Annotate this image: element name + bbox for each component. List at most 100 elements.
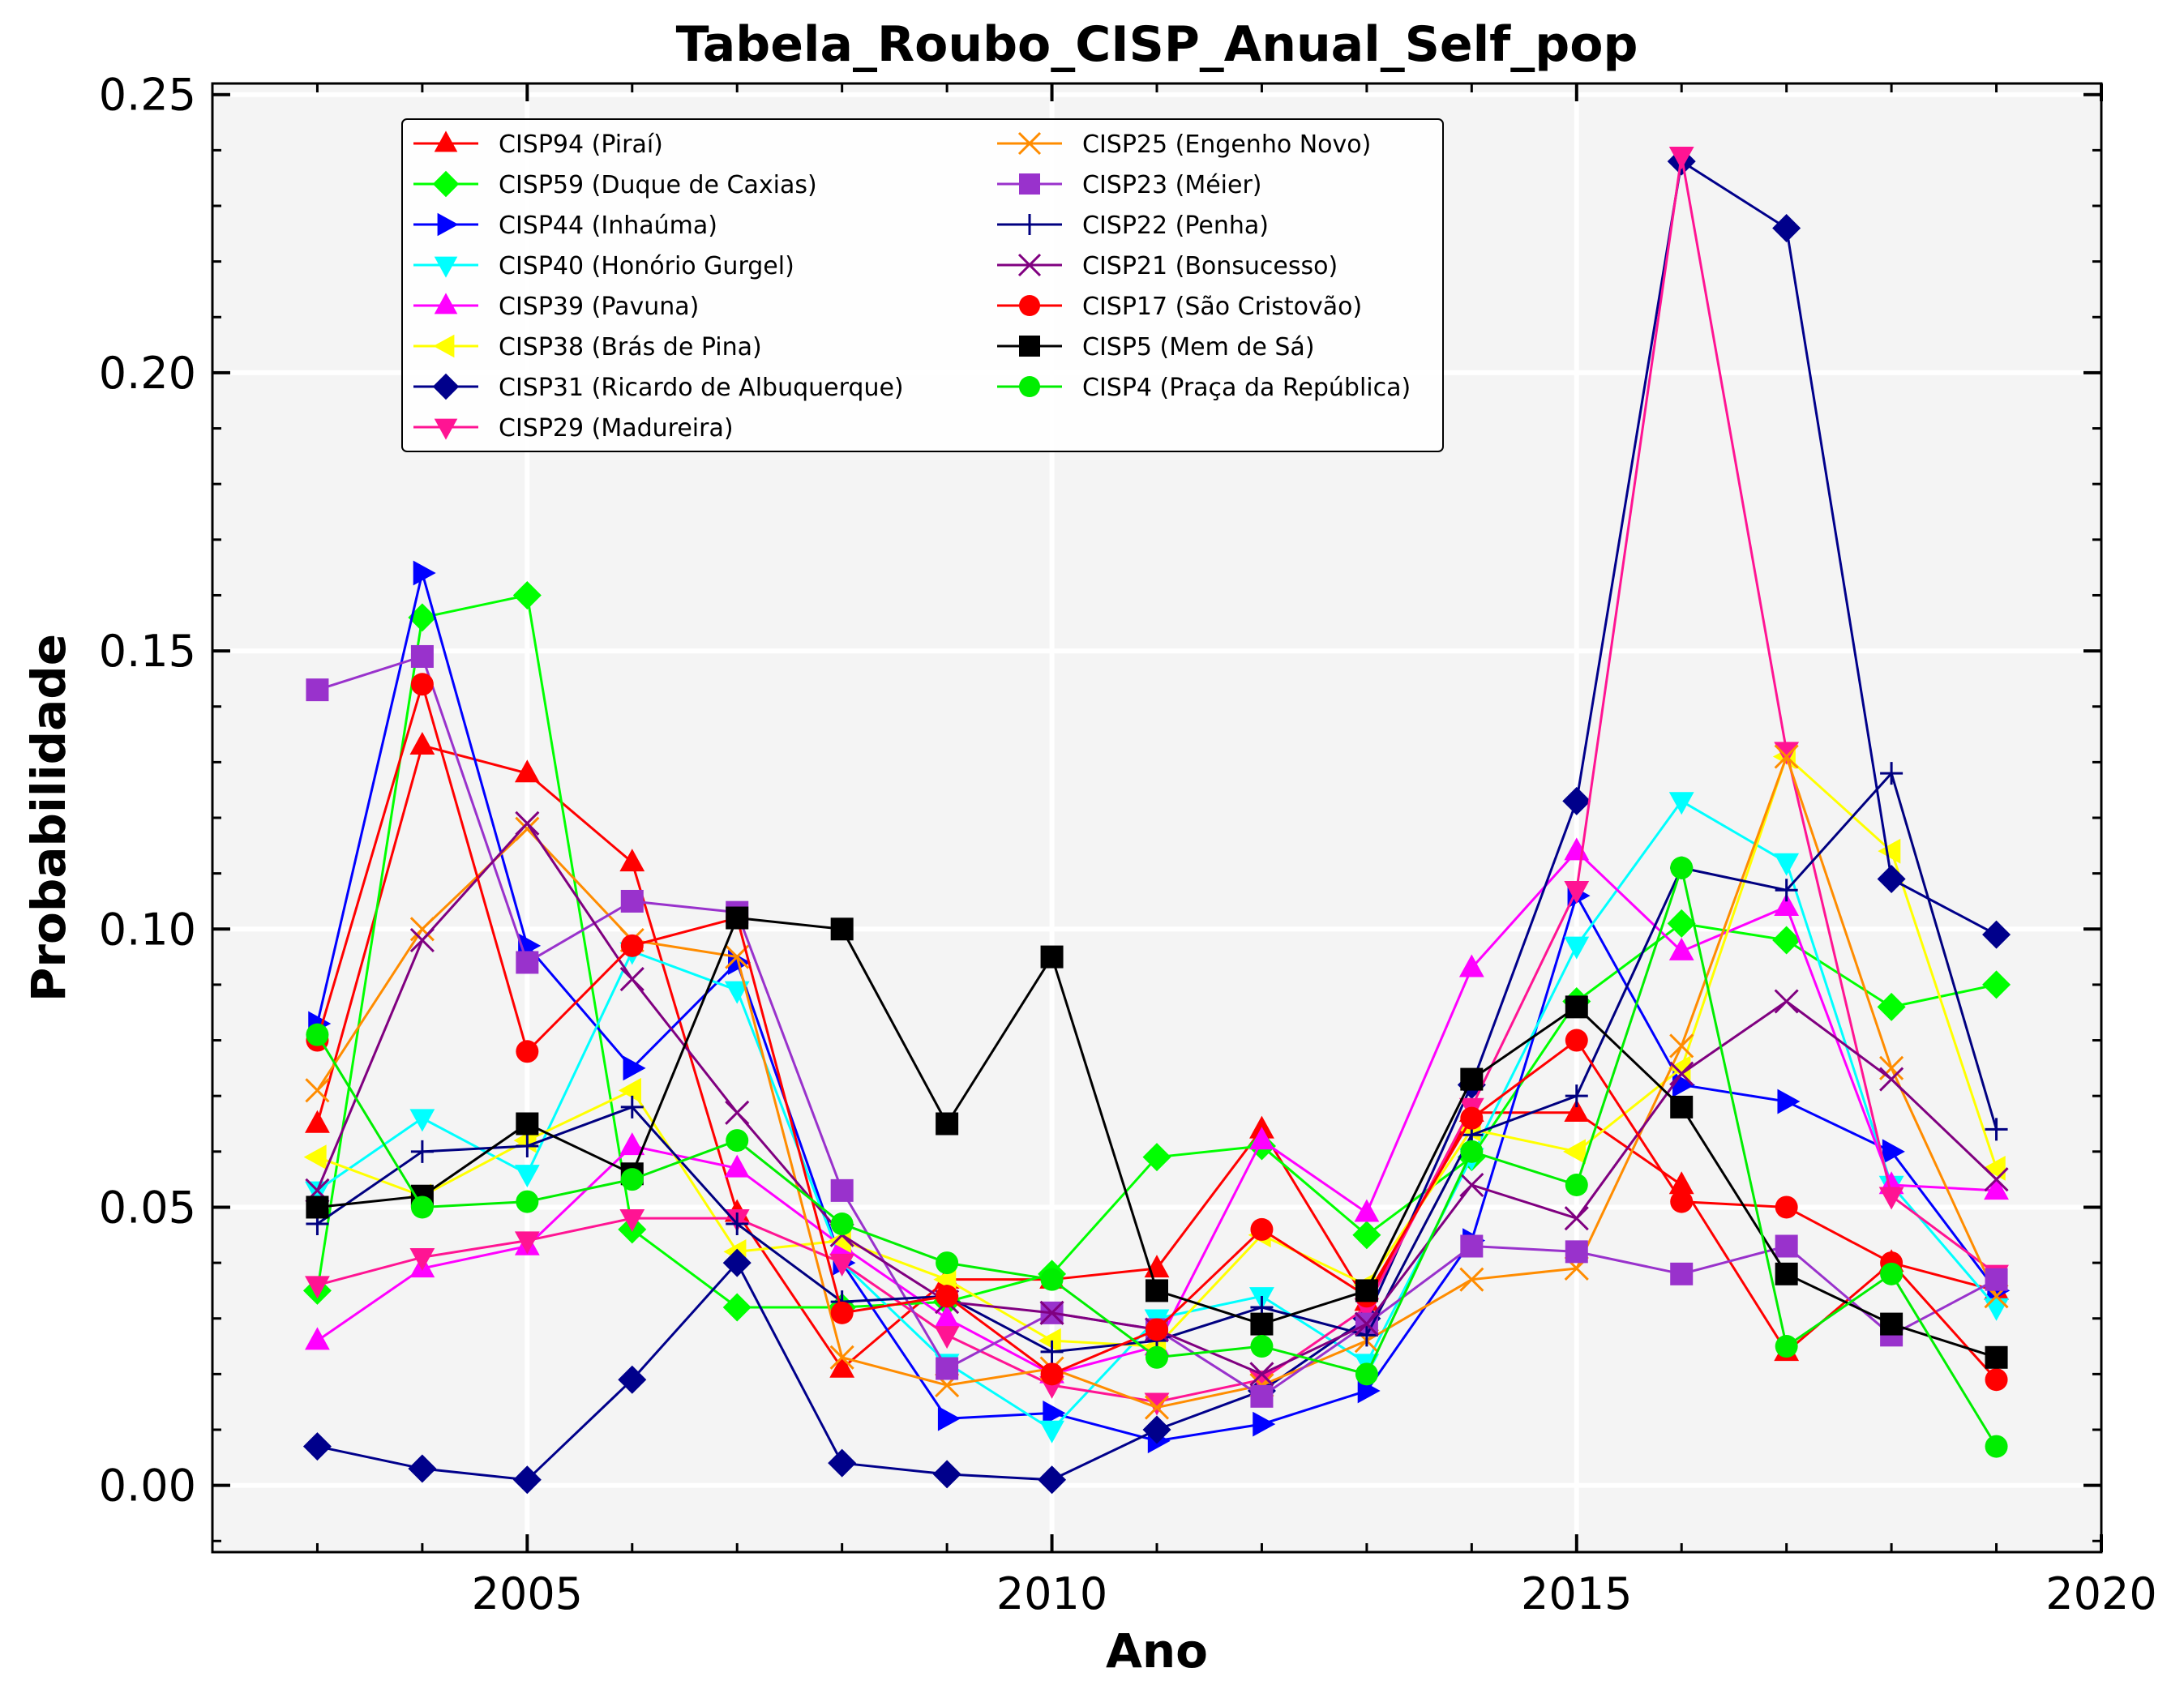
data-point (409, 1109, 435, 1132)
legend-item: CISP59 (Duque de Caxias) (413, 170, 817, 199)
data-point (1669, 1061, 1694, 1086)
data-point (1774, 744, 1799, 769)
data-point (1775, 1262, 1798, 1285)
data-point (1250, 1384, 1274, 1408)
data-point (1774, 989, 1799, 1014)
data-point (1459, 1267, 1484, 1292)
legend-marker (1017, 253, 1042, 277)
data-point (830, 1213, 854, 1236)
data-point (512, 1465, 542, 1495)
legend-marker (1019, 336, 1040, 357)
data-point (410, 644, 434, 668)
data-point (1040, 1362, 1064, 1386)
data-point (1985, 1368, 2008, 1392)
legend-marker (1019, 173, 1040, 195)
data-point (726, 1129, 749, 1153)
data-point (1039, 1300, 1064, 1325)
data-point (1668, 937, 1694, 960)
legend-item: CISP17 (São Cristovão) (997, 293, 1362, 321)
data-point (1565, 995, 1588, 1019)
data-point (1882, 1139, 1905, 1165)
x-tick-label: 2015 (1521, 1568, 1632, 1619)
legend-item: CISP38 (Brás de Pina) (413, 333, 762, 361)
data-point (936, 1251, 959, 1275)
data-point (1146, 1279, 1168, 1302)
data-point (409, 927, 435, 953)
data-point (408, 603, 437, 632)
legend-marker (1017, 131, 1042, 156)
data-point (1144, 1395, 1170, 1420)
data-point (1249, 1362, 1274, 1387)
x-axis-label: Ano (1106, 1623, 1208, 1679)
data-point (1460, 1140, 1484, 1163)
legend-marker (434, 418, 458, 440)
data-point (1565, 1240, 1588, 1264)
data-point (1668, 1171, 1694, 1195)
data-point (1253, 1411, 1276, 1437)
legend-item: CISP29 (Madureira) (413, 414, 734, 443)
data-point (305, 1181, 330, 1204)
data-point (726, 1213, 749, 1236)
y-tick-label: 0.20 (99, 348, 196, 399)
legend-item: CISP22 (Penha) (997, 212, 1269, 240)
data-point (1982, 970, 2011, 999)
data-point (516, 951, 539, 974)
data-point (306, 1195, 329, 1219)
data-point (516, 1190, 539, 1213)
legend-marker (1019, 376, 1040, 397)
data-point (619, 966, 644, 992)
data-point (410, 1140, 434, 1163)
data-point (1877, 865, 1906, 893)
data-point (305, 1110, 330, 1133)
x-tick-label: 2010 (996, 1568, 1107, 1619)
data-point (1985, 1118, 2008, 1141)
data-point (1039, 1420, 1064, 1444)
data-point (1564, 1206, 1589, 1231)
data-point (413, 560, 436, 586)
legend-label: CISP38 (Brás de Pina) (499, 333, 762, 361)
data-point (1352, 1221, 1381, 1250)
y-tick-label: 0.00 (99, 1461, 196, 1512)
data-point (724, 1154, 750, 1178)
data-point (1985, 1268, 2008, 1291)
data-point (516, 1040, 539, 1063)
data-point (936, 1112, 959, 1136)
data-point (1668, 1055, 1691, 1081)
data-point (410, 673, 434, 696)
x-tick-label: 2005 (472, 1568, 583, 1619)
legend-label: CISP94 (Piraí) (499, 130, 663, 159)
data-point (1985, 1345, 2008, 1369)
legend-marker (1019, 295, 1040, 316)
data-point (1668, 792, 1694, 815)
legend-label: CISP31 (Ricardo de Albuquerque) (499, 374, 904, 402)
axis-ticks: 2005 2010 2015 2020 0.00 0.05 0.10 0.15 0.20 0.25 (99, 70, 2157, 1619)
data-point (619, 1208, 645, 1232)
data-point (1880, 762, 1904, 785)
data-point (1459, 1172, 1484, 1198)
data-point (1460, 1106, 1484, 1130)
data-point (1038, 1328, 1061, 1354)
data-point (306, 678, 329, 702)
legend-label: CISP59 (Duque de Caxias) (499, 171, 817, 199)
data-point (408, 1454, 437, 1483)
data-point (409, 1248, 435, 1272)
data-point (726, 906, 749, 930)
data-point (618, 1365, 647, 1394)
y-tick-label: 0.05 (99, 1182, 196, 1233)
legend-label: CISP23 (Méier) (1082, 171, 1262, 199)
legend-item: CISP21 (Bonsucesso) (997, 252, 1338, 280)
data-point (619, 849, 645, 872)
data-point (516, 1134, 539, 1157)
data-point (1877, 992, 1906, 1021)
data-point (937, 1405, 961, 1431)
legend-marker (434, 130, 458, 152)
series-14 (306, 906, 2008, 1369)
legend-marker (434, 256, 458, 278)
data-point (722, 1248, 752, 1277)
data-point (1775, 1234, 1798, 1258)
legend-label: CISP40 (Honório Gurgel) (499, 252, 794, 280)
data-point (1774, 893, 1800, 917)
data-point (1985, 1435, 2008, 1458)
data-point (1878, 838, 1901, 864)
data-point (409, 731, 435, 755)
